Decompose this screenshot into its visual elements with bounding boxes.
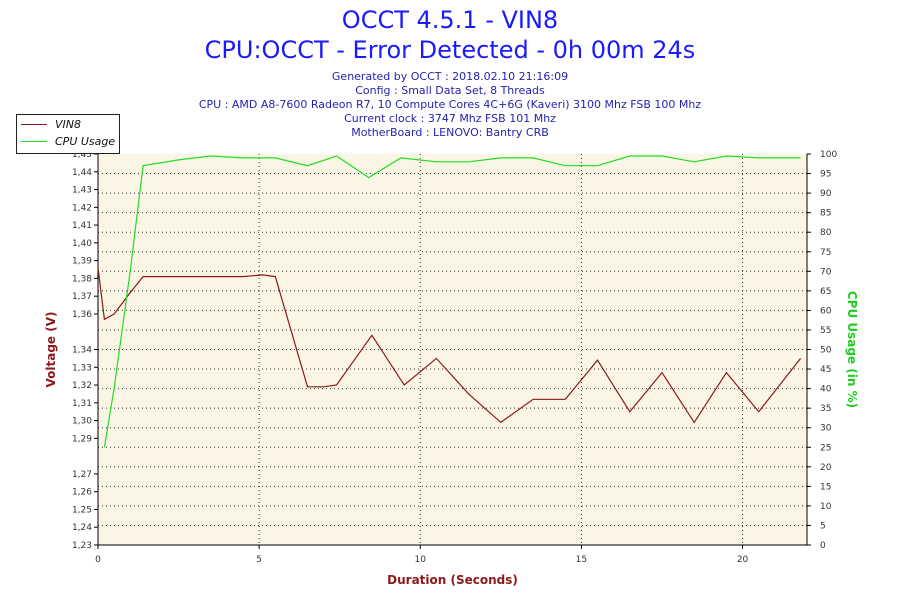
y-tick-label-left: 1,37 <box>72 292 92 302</box>
y-tick-label-right: 90 <box>820 189 832 199</box>
y-tick-label-left: 1,29 <box>72 434 92 444</box>
x-axis-title: Duration (Seconds) <box>387 573 518 587</box>
y-tick-label-right: 55 <box>820 326 831 336</box>
y-tick-label-right: 25 <box>820 443 831 453</box>
y-tick-label-right: 35 <box>820 404 831 414</box>
y-tick-label-right: 95 <box>820 170 831 180</box>
y-tick-label-right: 20 <box>820 463 832 473</box>
legend: VIN8 CPU Usage <box>16 114 120 154</box>
y-tick-label-left: 1,43 <box>72 186 92 196</box>
y-tick-label-left: 1,42 <box>72 203 92 213</box>
y-axis-title-right: CPU Usage (in %) <box>845 291 859 408</box>
info-config: Config : Small Data Set, 8 Threads <box>355 84 545 97</box>
info-clock: Current clock : 3747 Mhz FSB 101 Mhz <box>344 112 556 125</box>
info-generated: Generated by OCCT : 2018.02.10 21:16:09 <box>331 70 569 83</box>
y-tick-label-right: 10 <box>820 502 832 512</box>
legend-item-cpu-usage: CPU Usage <box>17 134 119 150</box>
y-tick-label-left: 1,44 <box>72 168 92 178</box>
legend-swatch-cpu-usage <box>21 141 47 142</box>
x-tick-label: 5 <box>256 555 262 565</box>
legend-item-vin8: VIN8 <box>17 117 119 133</box>
y-tick-label-right: 80 <box>820 228 832 238</box>
y-tick-label-right: 40 <box>820 385 832 395</box>
series-line-cpu-usage <box>103 155 801 448</box>
chart-subtitle: CPU:OCCT - Error Detected - 0h 00m 24s <box>204 36 696 64</box>
y-tick-label-right: 5 <box>820 521 826 531</box>
y-tick-label-left: 1,32 <box>72 381 92 391</box>
y-tick-label-left: 1,23 <box>72 541 92 551</box>
y-tick-label-left: 1,30 <box>72 417 92 427</box>
plot-area <box>98 154 807 545</box>
y-tick-label-right: 65 <box>820 287 831 297</box>
x-tick-label: 10 <box>415 555 427 565</box>
y-axis-title-left: Voltage (V) <box>44 312 58 388</box>
y-tick-label-right: 30 <box>820 424 832 434</box>
x-tick-label: 0 <box>95 555 101 565</box>
y-tick-label-right: 70 <box>820 267 832 277</box>
y-tick-label-left: 1,26 <box>72 488 92 498</box>
legend-swatch-vin8 <box>21 124 47 125</box>
series-line-vin8 <box>97 267 802 424</box>
legend-label-cpu-usage: CPU Usage <box>55 135 116 148</box>
y-tick-label-right: 0 <box>820 541 826 551</box>
y-tick-label-left: 1,40 <box>72 239 92 249</box>
y-tick-label-right: 15 <box>820 482 831 492</box>
y-tick-label-left: 1,39 <box>72 257 92 267</box>
y-tick-label-right: 75 <box>820 248 831 258</box>
y-tick-label-left: 1,38 <box>72 274 92 284</box>
y-tick-label-right: 50 <box>820 346 832 356</box>
y-tick-label-left: 1,41 <box>72 221 92 231</box>
legend-label-vin8: VIN8 <box>55 118 81 131</box>
x-tick-label: 15 <box>576 555 587 565</box>
y-tick-label-left: 1,33 <box>72 363 92 373</box>
y-tick-label-left: 1,45 <box>72 150 92 160</box>
y-tick-label-left: 1,25 <box>72 505 92 515</box>
y-tick-label-left: 1,36 <box>72 310 92 320</box>
y-tick-label-left: 1,24 <box>72 523 92 533</box>
x-tick-label: 20 <box>737 555 749 565</box>
y-tick-label-right: 100 <box>820 150 837 160</box>
y-tick-label-right: 45 <box>820 365 831 375</box>
y-tick-label-left: 1,27 <box>72 470 92 480</box>
y-tick-label-left: 1,34 <box>72 346 92 356</box>
info-cpu: CPU : AMD A8-7600 Radeon R7, 10 Compute … <box>198 98 702 111</box>
info-motherboard: MotherBoard : LENOVO: Bantry CRB <box>351 126 549 139</box>
y-tick-label-right: 85 <box>820 209 831 219</box>
y-tick-label-left: 1,31 <box>72 399 92 409</box>
y-tick-label-right: 60 <box>820 306 832 316</box>
chart-title: OCCT 4.5.1 - VIN8 <box>341 6 559 34</box>
